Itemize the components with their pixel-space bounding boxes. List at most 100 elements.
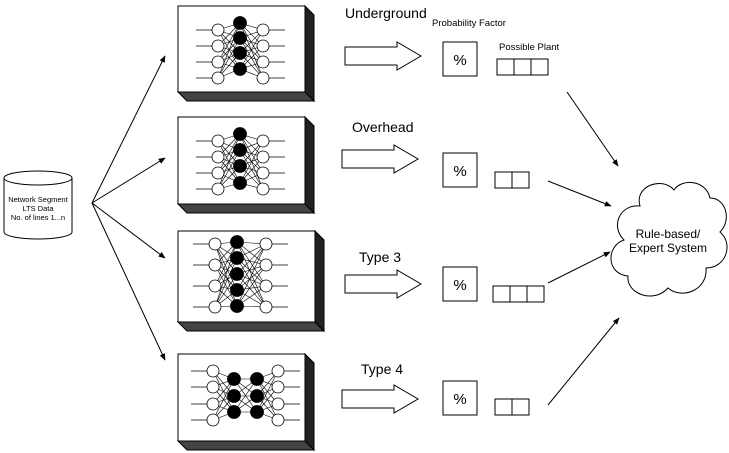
net-3-box-bottom-face — [176, 321, 326, 332]
net-1-io-neuron — [256, 71, 270, 85]
net-3-connection — [236, 243, 267, 291]
net-2-io-neuron — [256, 134, 270, 148]
net-4-connection — [212, 378, 235, 421]
net-2-hidden-neuron — [233, 143, 247, 157]
possible-plant-cells-type-3 — [492, 285, 545, 303]
net-2-connection — [217, 149, 241, 190]
net-1-io-neuron — [211, 23, 225, 37]
possible-plant-cell — [492, 285, 511, 303]
arrow-plant-3-to-expert — [547, 251, 611, 284]
network-label-underground: Underground — [345, 5, 427, 21]
net-2-hidden-neuron — [233, 159, 247, 173]
possible-plant-cell — [511, 398, 530, 416]
net-2-io-neuron — [256, 166, 270, 180]
net-4-hidden-neuron — [250, 405, 264, 419]
net-3-hidden-neuron — [230, 267, 244, 281]
net-4-hidden-neuron — [250, 389, 264, 403]
net-3-hidden-neuron — [230, 299, 244, 313]
net-3-hidden-neuron — [230, 283, 244, 297]
plant-to-expert-arrows — [547, 91, 620, 406]
arrow-plant-1-to-expert — [566, 91, 619, 167]
net-3-connection — [214, 243, 238, 291]
arrow-plant-4-to-expert — [547, 317, 620, 406]
percent-text-type-4: % — [453, 391, 466, 408]
possible-plant-cell — [494, 171, 513, 189]
net-2-io-neuron — [211, 182, 225, 196]
net-4-connection — [256, 370, 279, 413]
database-line-3: No. of lines 1...n — [11, 213, 65, 222]
possible-plant-cell — [494, 398, 513, 416]
net-3-connection — [236, 264, 267, 307]
possible-plant-cells-underground — [496, 58, 549, 76]
net-1-connection — [239, 22, 264, 79]
net-1-io-neuron — [256, 23, 270, 37]
net-1-io-neuron — [211, 55, 225, 69]
net-2-connection — [239, 140, 264, 184]
database-line-1: Network Segment — [8, 195, 69, 204]
net-1-connection — [239, 29, 264, 70]
possible-plant-cell — [526, 285, 545, 303]
percent-text-type-3: % — [453, 277, 466, 294]
possible-plant-cell — [496, 58, 515, 76]
net-1-io-neuron — [256, 55, 270, 69]
net-3-connection — [214, 264, 238, 307]
net-3-io-neuron — [208, 258, 222, 272]
net-3-connection — [236, 243, 267, 275]
net-3-io-neuron — [259, 237, 273, 251]
arrow-db-to-net-3 — [91, 202, 166, 259]
arrow-db-to-net-4 — [91, 202, 166, 361]
net-2-box-bottom-face — [176, 203, 316, 214]
net-2-connection — [217, 133, 241, 190]
network-box-type-3 — [176, 229, 326, 333]
net-2-io-neuron — [256, 182, 270, 196]
net-3-connection — [214, 257, 238, 308]
net-2-connection — [217, 133, 241, 174]
probability-factor-label: Probability Factor — [432, 18, 506, 29]
net-4-hidden-neuron — [227, 405, 241, 419]
net-2-io-neuron — [211, 134, 225, 148]
net-3-connection — [236, 241, 267, 287]
net-4-box-side-face — [304, 352, 315, 452]
possible-plant-cell — [509, 285, 528, 303]
net-4-io-neuron — [271, 364, 285, 378]
net-1-box-bottom-face — [176, 91, 316, 102]
net-3-connection — [214, 241, 238, 287]
block-arrow-3 — [344, 269, 422, 299]
net-2-io-neuron — [256, 150, 270, 164]
net-1-hidden-neuron — [233, 46, 247, 60]
net-3-connection — [236, 243, 267, 307]
possible-plant-label: Possible Plant — [499, 42, 560, 53]
expert-system-line-2: Expert System — [629, 241, 707, 255]
percent-box-type-3: % — [442, 266, 478, 302]
net-3-io-neuron — [208, 237, 222, 251]
database-to-network-arrows — [91, 55, 166, 361]
net-1-hidden-neuron — [233, 16, 247, 30]
net-4-hidden-neuron — [227, 389, 241, 403]
net-1-io-neuron — [211, 39, 225, 53]
arrow-plant-2-to-expert — [547, 180, 612, 207]
possible-plant-cells-overhead — [494, 171, 530, 189]
net-2-hidden-neuron — [233, 127, 247, 141]
net-4-io-neuron — [206, 397, 220, 411]
net-3-io-neuron — [259, 279, 273, 293]
net-3-connection — [236, 257, 267, 308]
network-segment-database: Network Segment LTS Data No. of lines 1.… — [3, 170, 73, 240]
net-1-connection — [217, 22, 241, 63]
net-4-hidden-neuron — [227, 372, 241, 386]
net-2-box-side-face — [304, 115, 315, 215]
net-4-box-front-face — [177, 353, 306, 442]
block-arrow-1 — [344, 41, 422, 71]
network-box-overhead — [176, 115, 316, 215]
net-3-connection — [236, 273, 267, 308]
net-3-box-side-face — [314, 229, 325, 333]
net-4-io-neuron — [206, 364, 220, 378]
net-4-box-bottom-face — [176, 440, 316, 451]
net-3-io-neuron — [208, 279, 222, 293]
possible-plant-cell — [513, 58, 532, 76]
percent-text-overhead: % — [453, 163, 466, 180]
net-1-io-neuron — [256, 39, 270, 53]
network-label-type-3: Type 3 — [359, 249, 401, 265]
net-3-hidden-neuron — [230, 235, 244, 249]
network-label-overhead: Overhead — [352, 119, 413, 135]
